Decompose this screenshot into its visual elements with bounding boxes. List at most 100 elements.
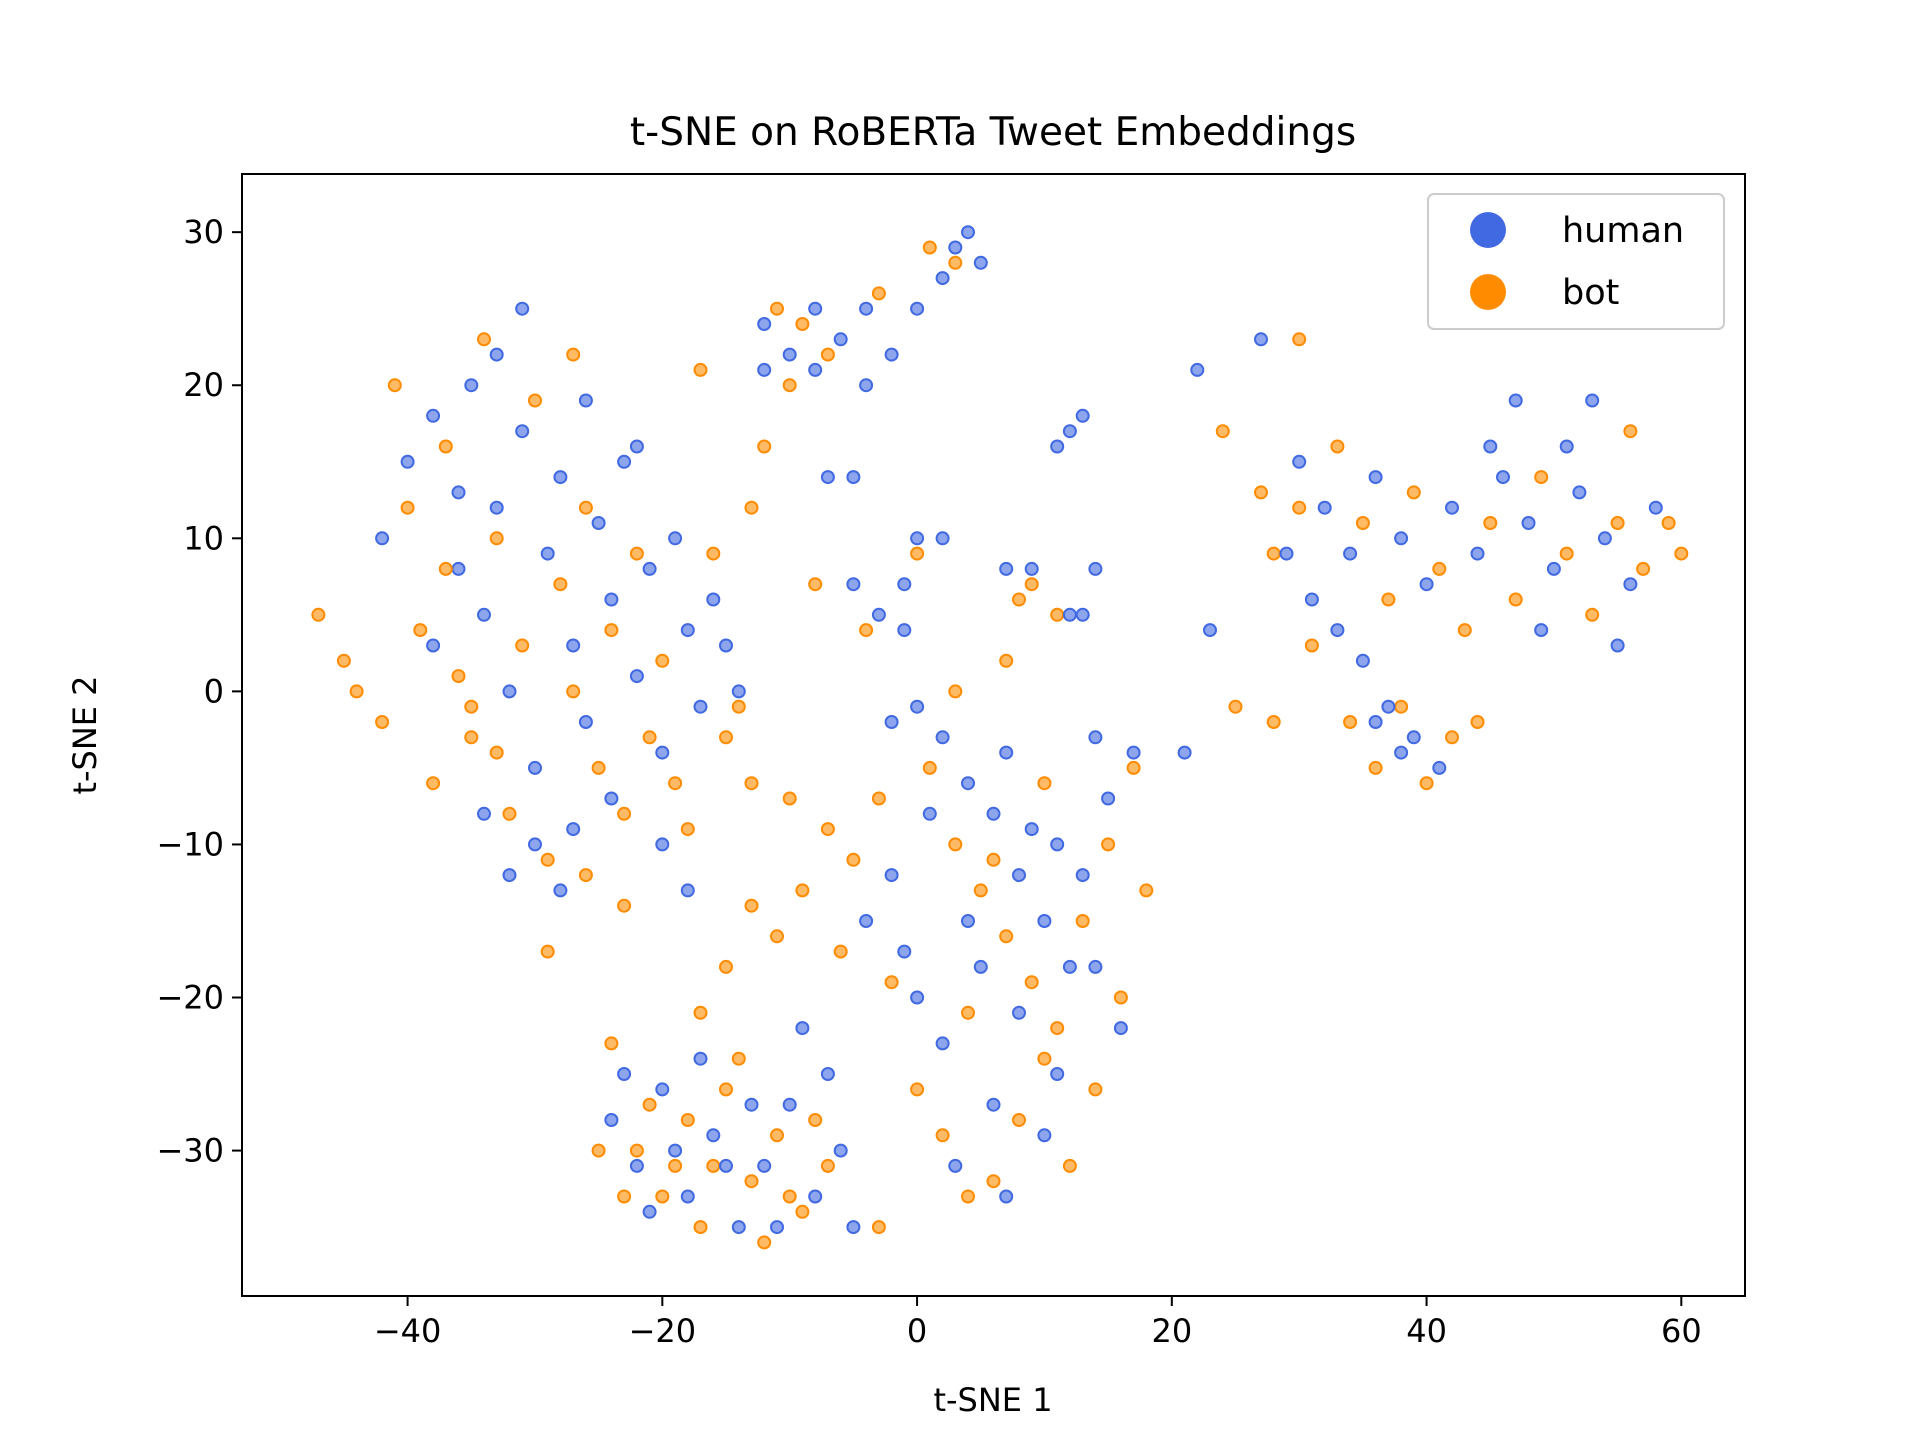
scatter-point-bot	[782, 378, 797, 393]
scatter-point-human	[1126, 745, 1141, 760]
x-axis-label: t-SNE 1	[933, 1381, 1052, 1419]
scatter-point-human	[1037, 1128, 1052, 1143]
scatter-point-human	[566, 822, 581, 837]
scatter-point-human	[1037, 914, 1052, 928]
scatter-point-bot	[1292, 500, 1307, 515]
scatter-point-bot	[1012, 592, 1026, 607]
scatter-point-human	[680, 1189, 695, 1204]
scatter-point-human	[451, 485, 466, 500]
scatter-point-bot	[795, 317, 810, 331]
scatter-point-human	[617, 1067, 632, 1081]
scatter-point-bot	[1381, 592, 1396, 607]
scatter-point-human	[1088, 561, 1103, 576]
scatter-point-human	[655, 1082, 670, 1097]
scatter-point-bot	[489, 531, 504, 546]
scatter-point-human	[1012, 1005, 1026, 1020]
scatter-point-bot	[528, 393, 542, 408]
scatter-point-bot	[387, 378, 402, 393]
scatter-point-human	[1559, 439, 1574, 454]
scatter-point-human	[910, 301, 925, 316]
x-tick-label: 0	[907, 1312, 927, 1350]
scatter-point-human	[897, 577, 912, 592]
scatter-point-bot	[400, 500, 415, 515]
scatter-point-bot	[1126, 760, 1141, 775]
scatter-point-human	[757, 1158, 772, 1173]
scatter-point-bot	[910, 546, 925, 561]
scatter-point-human	[731, 1220, 746, 1235]
scatter-point-bot	[871, 1220, 886, 1235]
scatter-point-human	[1585, 393, 1600, 408]
scatter-point-human	[706, 592, 721, 607]
scatter-point-human	[820, 1067, 835, 1081]
scatter-point-human	[502, 684, 517, 699]
scatter-point-bot	[1050, 607, 1065, 622]
scatter-point-human	[884, 868, 899, 883]
scatter-point-bot	[986, 852, 1001, 867]
scatter-point-human	[1610, 638, 1625, 653]
scatter-point-bot	[1024, 577, 1039, 592]
scatter-point-bot	[808, 1113, 823, 1127]
scatter-point-human	[566, 638, 581, 653]
scatter-point-bot	[1330, 439, 1345, 454]
scatter-point-human	[1534, 623, 1549, 638]
scatter-point-human	[820, 470, 835, 485]
scatter-point-human	[668, 1143, 683, 1158]
scatter-point-bot	[1355, 516, 1370, 530]
scatter-point-bot	[591, 760, 606, 775]
x-tick-label: 60	[1661, 1312, 1702, 1350]
scatter-point-bot	[1088, 1082, 1103, 1097]
scatter-point-human	[1368, 470, 1383, 485]
scatter-point-bot	[1050, 1021, 1065, 1036]
scatter-point-human	[1075, 408, 1090, 423]
scatter-point-human	[1521, 516, 1536, 530]
scatter-point-bot	[680, 1113, 695, 1127]
scatter-point-human	[871, 607, 886, 622]
legend: human bot	[1427, 193, 1725, 330]
scatter-point-bot	[1343, 715, 1358, 729]
scatter-point-bot	[311, 607, 326, 622]
scatter-point-bot	[871, 791, 886, 806]
scatter-point-human	[846, 470, 861, 485]
scatter-point-bot	[706, 1158, 721, 1173]
scatter-point-human	[719, 638, 733, 653]
scatter-point-human	[1546, 561, 1561, 576]
scatter-point-bot	[770, 929, 784, 944]
x-tick-label: 40	[1406, 1312, 1447, 1350]
scatter-point-human	[910, 699, 925, 714]
scatter-point-bot	[1113, 990, 1128, 1005]
scatter-point-bot	[999, 653, 1014, 668]
scatter-point-human	[1648, 500, 1663, 515]
scatter-point-human	[515, 424, 530, 439]
scatter-point-human	[1597, 531, 1612, 546]
x-tick-label: 20	[1151, 1312, 1192, 1350]
scatter-point-human	[1394, 745, 1409, 760]
scatter-point-bot	[604, 1036, 619, 1051]
scatter-point-bot	[719, 730, 733, 745]
scatter-point-human	[629, 669, 644, 684]
scatter-point-bot	[1406, 485, 1421, 500]
scatter-point-bot	[961, 1189, 975, 1204]
y-tick-label: 10	[183, 519, 224, 557]
scatter-point-human	[528, 837, 542, 852]
scatter-point-bot	[910, 1082, 925, 1097]
scatter-point-human	[1406, 730, 1421, 745]
scatter-point-bot	[591, 1143, 606, 1158]
scatter-point-human	[973, 255, 988, 270]
scatter-point-bot	[1266, 546, 1281, 561]
scatter-point-bot	[1037, 1051, 1052, 1066]
scatter-point-human	[1330, 623, 1345, 638]
scatter-point-human	[502, 868, 517, 883]
y-tick-label: −30	[156, 1132, 224, 1170]
scatter-point-human	[489, 347, 504, 362]
scatter-point-human	[973, 959, 988, 974]
scatter-point-human	[578, 715, 593, 729]
scatter-point-bot	[884, 975, 899, 990]
scatter-point-bot	[489, 745, 504, 760]
scatter-point-human	[948, 240, 963, 255]
scatter-point-bot	[680, 822, 695, 837]
scatter-point-bot	[464, 730, 479, 745]
scatter-point-bot	[1419, 776, 1434, 791]
scatter-point-human	[680, 883, 695, 898]
scatter-point-bot	[820, 822, 835, 837]
scatter-point-bot	[1534, 470, 1549, 485]
